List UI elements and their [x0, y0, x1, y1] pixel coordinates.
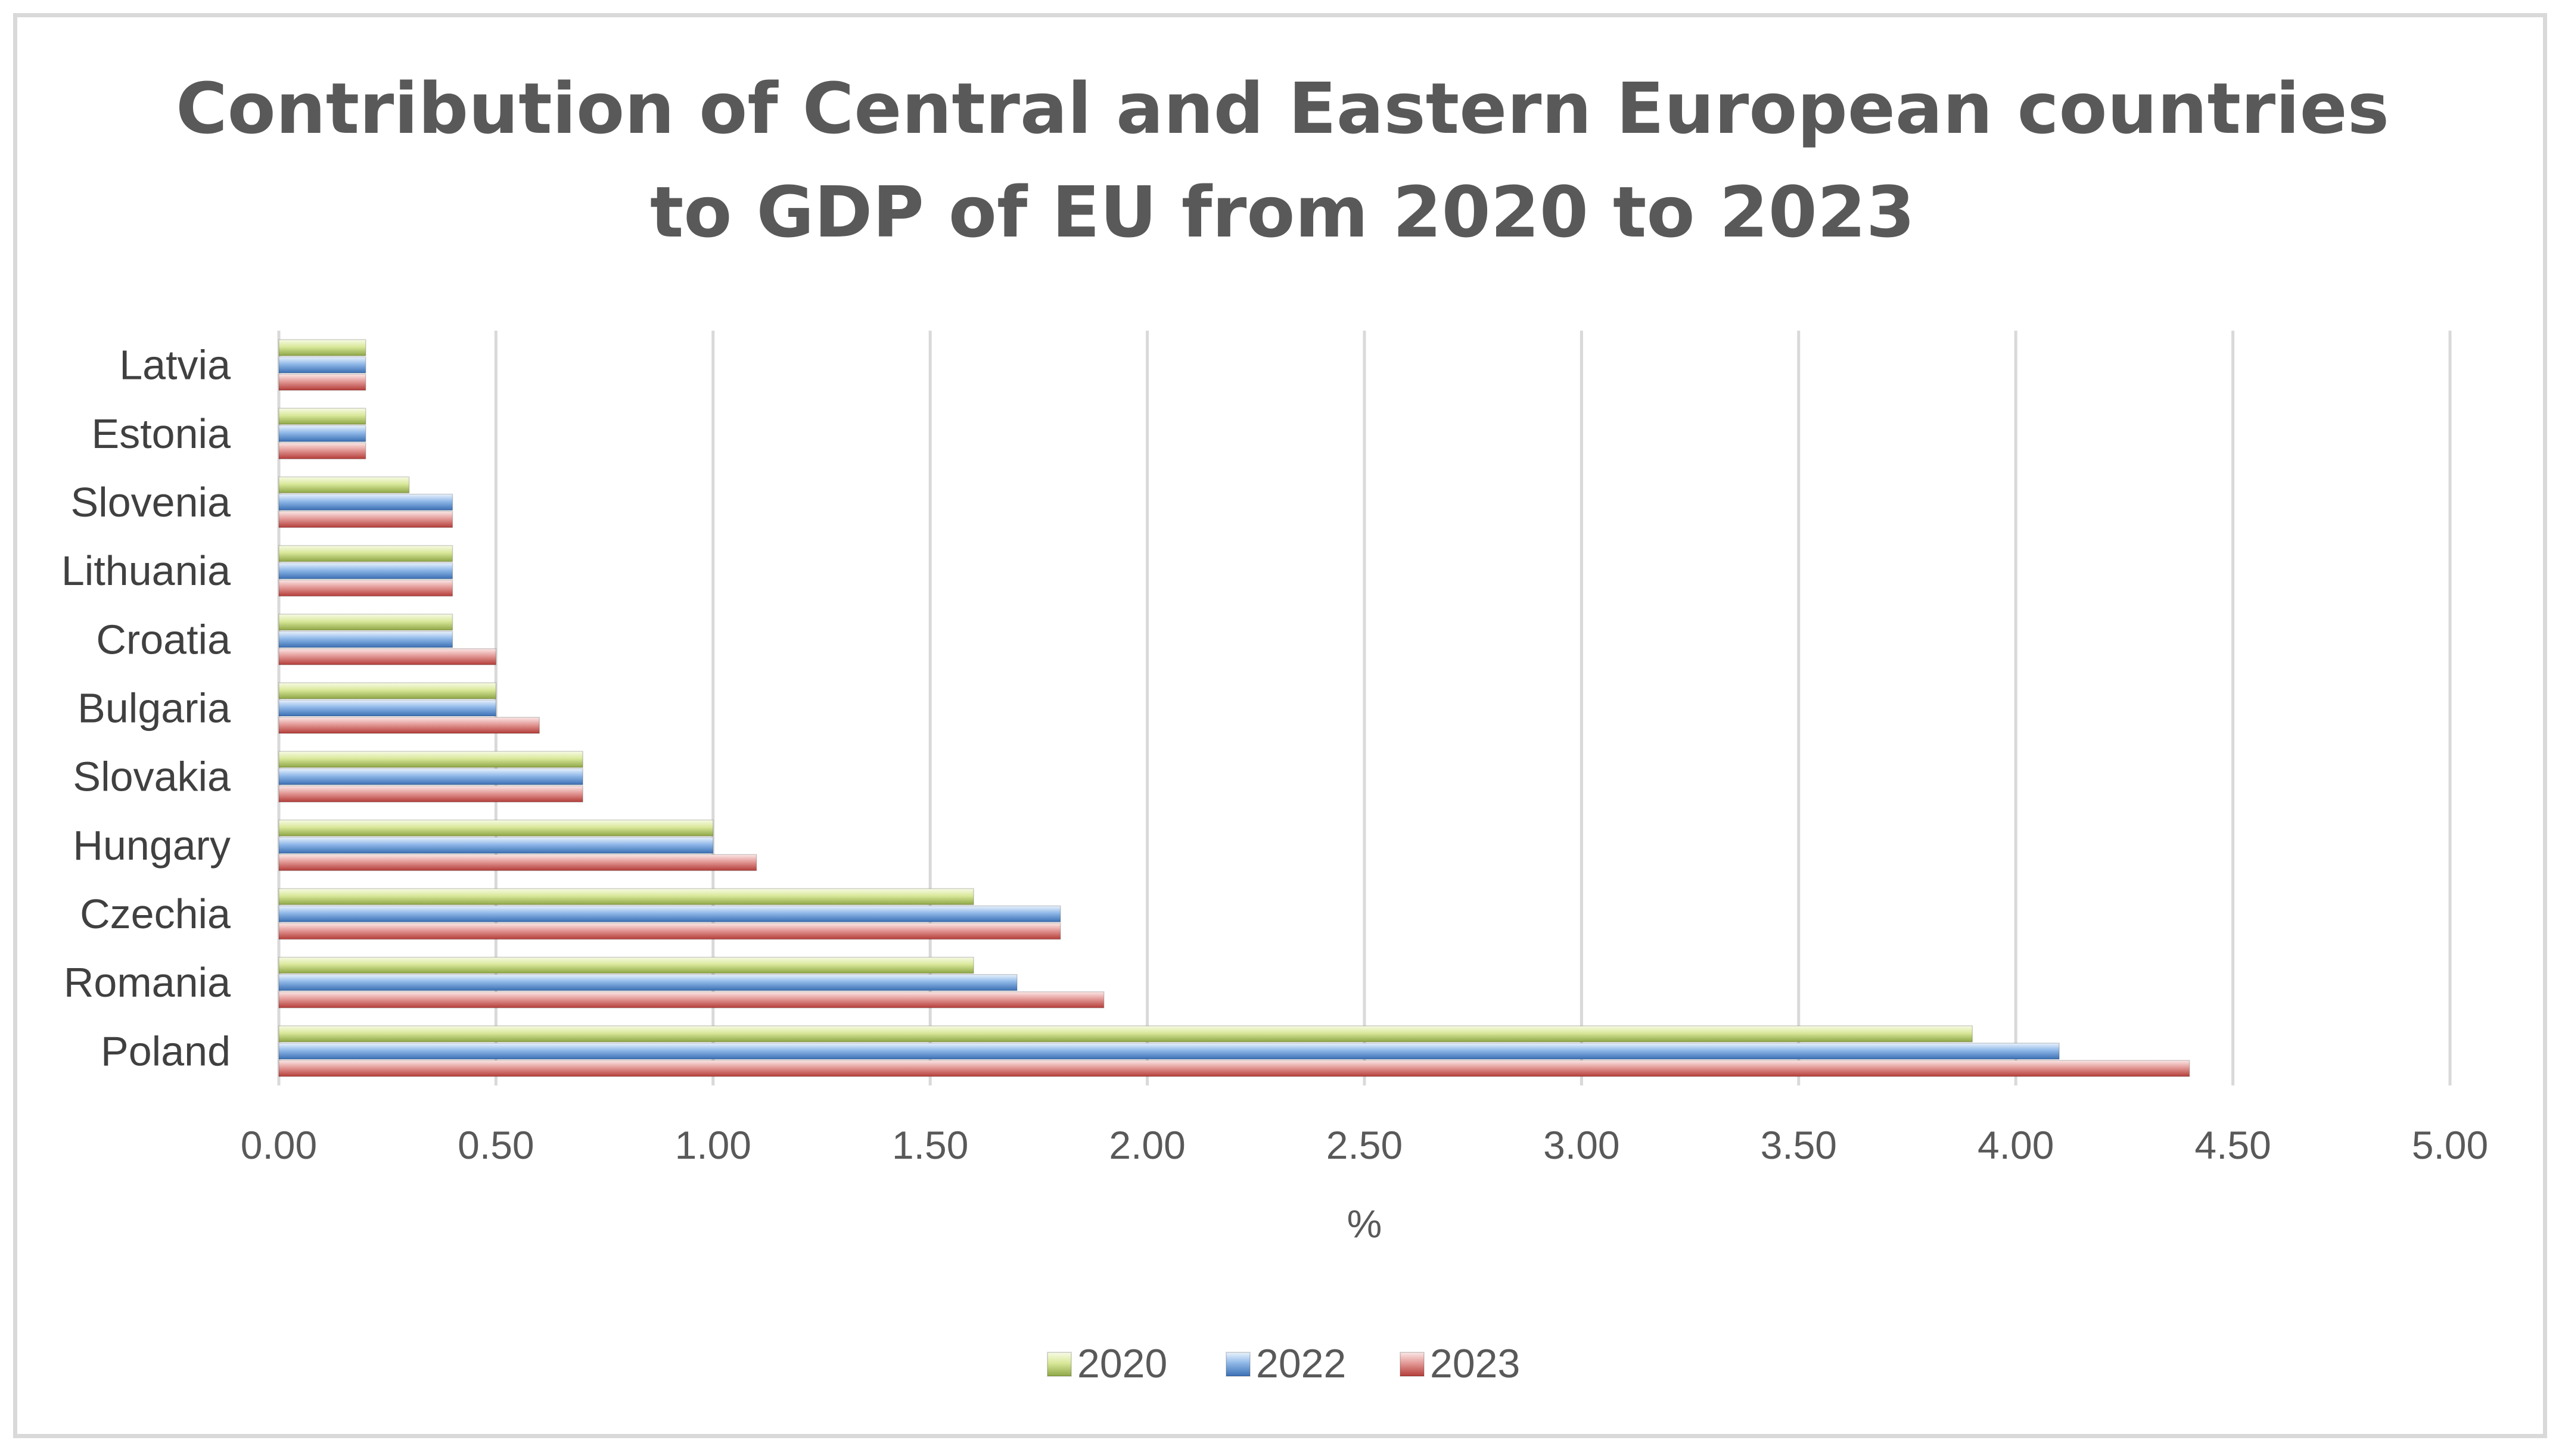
x-tick-label: 2.50	[1326, 1123, 1403, 1167]
bar-2020-hungary	[278, 819, 714, 837]
legend-swatch-2023	[1400, 1352, 1425, 1377]
category-label: Bulgaria	[77, 685, 231, 732]
x-tick-label: 3.50	[1761, 1123, 1837, 1167]
x-tick-label: 0.50	[458, 1123, 534, 1167]
category-label: Slovenia	[70, 479, 231, 525]
x-tick-label: 4.00	[1978, 1123, 2054, 1167]
category-label: Latvia	[119, 342, 231, 388]
category-label: Croatia	[96, 616, 231, 662]
bar-2020-lithuania	[278, 545, 453, 562]
bar-2023-romania	[278, 991, 1105, 1009]
x-tick-label: 0.00	[241, 1123, 317, 1167]
bar-2023-slovakia	[278, 785, 583, 802]
bar-2020-bulgaria	[278, 682, 497, 699]
category-label: Slovakia	[73, 754, 231, 800]
bar-2022-poland	[278, 1043, 2060, 1060]
bar-2020-slovakia	[278, 751, 583, 768]
bar-2020-czechia	[278, 888, 974, 906]
x-tick-label: 5.00	[2412, 1123, 2488, 1167]
bar-2022-estonia	[278, 425, 366, 443]
category-label: Poland	[101, 1028, 231, 1074]
bar-2023-estonia	[278, 442, 366, 460]
bar-2022-slovenia	[278, 493, 453, 511]
bar-2023-bulgaria	[278, 717, 540, 734]
bar-2023-czechia	[278, 922, 1061, 940]
x-axis-title: %	[1347, 1202, 1382, 1246]
bar-2023-poland	[278, 1060, 2190, 1077]
legend-label-2022: 2022	[1256, 1341, 1346, 1386]
chart-title-line-1: Contribution of Central and Eastern Euro…	[176, 67, 2389, 150]
bar-2023-lithuania	[278, 579, 453, 597]
category-label: Czechia	[80, 891, 231, 937]
bar-2020-slovenia	[278, 476, 410, 494]
bar-2022-romania	[278, 973, 1018, 991]
chart-title-line-2: to GDP of EU from 2020 to 2023	[649, 171, 1916, 253]
x-tick-label: 1.50	[892, 1123, 968, 1167]
bar-2022-croatia	[278, 631, 453, 648]
bar-2020-estonia	[278, 407, 366, 425]
bar-2022-slovakia	[278, 768, 583, 785]
bar-2022-bulgaria	[278, 699, 497, 717]
x-tick-label: 4.50	[2194, 1123, 2271, 1167]
legend-label-2023: 2023	[1430, 1341, 1520, 1386]
legend-swatch-2022	[1226, 1352, 1251, 1377]
category-label: Hungary	[73, 822, 231, 869]
bar-2020-poland	[278, 1025, 1973, 1043]
bar-2022-hungary	[278, 836, 714, 854]
bar-2023-hungary	[278, 854, 757, 872]
bar-2023-latvia	[278, 374, 366, 391]
x-tick-label: 1.00	[675, 1123, 751, 1167]
category-label: Estonia	[92, 410, 231, 457]
legend-swatch-2020	[1047, 1352, 1072, 1377]
bar-2020-croatia	[278, 614, 453, 631]
x-tick-label: 3.00	[1543, 1123, 1619, 1167]
bar-2020-romania	[278, 956, 974, 974]
x-tick-label: 2.00	[1109, 1123, 1185, 1167]
legend-label-2020: 2020	[1077, 1341, 1167, 1386]
bar-2023-croatia	[278, 648, 497, 665]
bar-2022-czechia	[278, 905, 1061, 923]
category-label: Romania	[64, 959, 231, 1006]
category-label: Lithuania	[61, 547, 231, 594]
bar-2020-latvia	[278, 339, 366, 356]
bar-2022-latvia	[278, 356, 366, 374]
bar-2023-slovenia	[278, 511, 453, 528]
bar-2022-lithuania	[278, 562, 453, 580]
